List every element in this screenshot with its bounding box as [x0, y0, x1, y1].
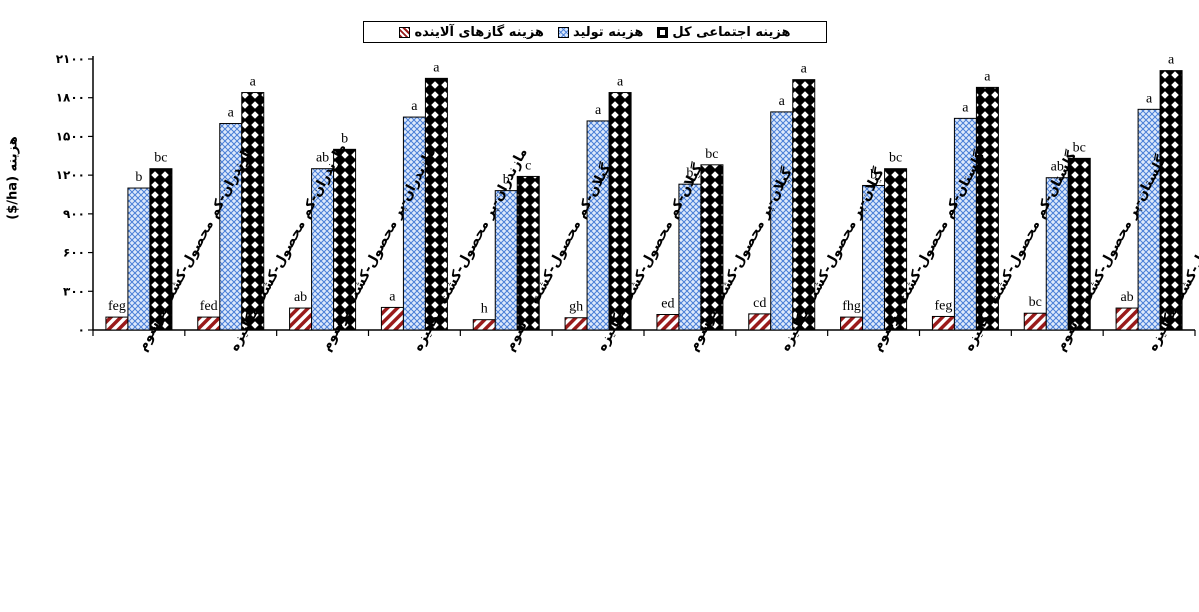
data-label: a — [962, 100, 969, 115]
data-label: bc — [154, 151, 167, 166]
data-label: ab — [316, 151, 329, 166]
data-label: a — [984, 69, 991, 84]
chart-axes: ۰ ۳۰۰ ۶۰۰ ۹۰۰ ۱۲۰۰ ۱۵۰۰ ۱۸۰۰ ۲۱۰۰ — [56, 52, 1196, 337]
bar-pollution — [289, 307, 313, 331]
y-tick-label: ۰ — [78, 323, 85, 337]
legend-item-total: هزینه اجتماعی کل — [657, 24, 791, 40]
bar-production — [770, 111, 794, 331]
data-label: a — [1146, 91, 1153, 106]
data-label: bc — [889, 151, 902, 166]
bar-total — [1159, 70, 1183, 331]
bar-pollution — [840, 316, 864, 331]
bar-total — [424, 77, 448, 331]
data-label: a — [779, 94, 786, 109]
bar-pollution — [380, 306, 404, 331]
data-label: fhg — [842, 299, 861, 314]
legend-label-pollution: هزینه گازهای آلاینده — [414, 24, 544, 40]
bar-production — [586, 120, 610, 331]
bar-total — [975, 86, 999, 331]
bar-total — [884, 168, 908, 331]
data-label: a — [250, 75, 257, 90]
bar-pollution — [472, 319, 496, 331]
data-label: h — [481, 302, 488, 317]
y-tick-label: ۱۸۰۰ — [56, 91, 85, 105]
data-label: ab — [294, 290, 307, 305]
bar-pollution — [656, 314, 680, 331]
chart-bars — [105, 70, 1183, 331]
bar-total — [241, 92, 265, 331]
data-label: a — [411, 99, 418, 114]
data-label: bc — [705, 147, 718, 162]
bar-pollution — [197, 316, 221, 331]
data-label: a — [801, 62, 808, 77]
data-label: b — [503, 173, 510, 188]
bar-pollution — [564, 317, 588, 331]
data-label: a — [433, 60, 440, 75]
bar-production — [1137, 108, 1161, 331]
bar-total — [608, 92, 632, 331]
data-label: feg — [108, 299, 126, 314]
y-tick-label: ۱۵۰۰ — [56, 129, 85, 143]
data-label: b — [870, 167, 877, 182]
y-tick-label: ۶۰۰ — [63, 246, 85, 260]
data-label: ed — [661, 297, 674, 312]
data-label: a — [228, 106, 235, 121]
data-label: ab — [1120, 290, 1133, 305]
bar-pollution — [931, 315, 955, 331]
bar-total — [700, 164, 724, 331]
bar-total — [149, 168, 173, 331]
y-tick-label: ۱۲۰۰ — [56, 168, 85, 182]
bar-total — [516, 175, 540, 331]
bar-pollution — [748, 313, 772, 331]
data-label: c — [525, 158, 531, 173]
data-label: bc — [1073, 140, 1086, 155]
legend-swatch-pollution — [399, 26, 411, 38]
y-axis-label: هزینه (ha/$) — [5, 136, 21, 220]
legend-item-production: هزینه تولید — [557, 24, 644, 40]
bar-pollution — [105, 316, 129, 331]
bar-pollution — [1023, 312, 1047, 331]
bar-total — [792, 79, 816, 331]
bar-pollution — [1115, 307, 1139, 331]
y-tick-label: ۹۰۰ — [63, 207, 85, 221]
data-label: feg — [934, 298, 952, 313]
data-label: cd — [753, 296, 766, 311]
data-label: b — [341, 131, 348, 146]
legend-item-pollution: هزینه گازهای آلاینده — [399, 24, 544, 40]
legend-swatch-production — [557, 26, 569, 38]
data-label: a — [389, 289, 396, 304]
chart-legend: هزینه اجتماعی کل هزینه تولید هزینه گازها… — [363, 21, 827, 43]
bar-total — [333, 148, 357, 331]
bar-production — [127, 187, 151, 331]
y-tick-label: ۲۱۰۰ — [56, 52, 85, 66]
data-label: b — [135, 170, 142, 185]
data-label: a — [1168, 53, 1175, 68]
chart-value-labels: fegbbcfedaaababbaaahbcghaaedbbccdaafhgbb… — [108, 53, 1175, 317]
data-label: fed — [200, 299, 218, 314]
data-label: b — [686, 166, 693, 181]
data-label: a — [617, 75, 624, 90]
legend-swatch-total — [657, 26, 669, 38]
legend-label-production: هزینه تولید — [572, 24, 644, 40]
data-label: gh — [569, 300, 583, 315]
data-label: a — [595, 103, 602, 118]
y-tick-label: ۳۰۰ — [63, 284, 85, 298]
data-label: ab — [1051, 160, 1064, 175]
bar-total — [1067, 157, 1091, 331]
legend-label-total: هزینه اجتماعی کل — [672, 24, 791, 40]
data-label: bc — [1029, 295, 1042, 310]
